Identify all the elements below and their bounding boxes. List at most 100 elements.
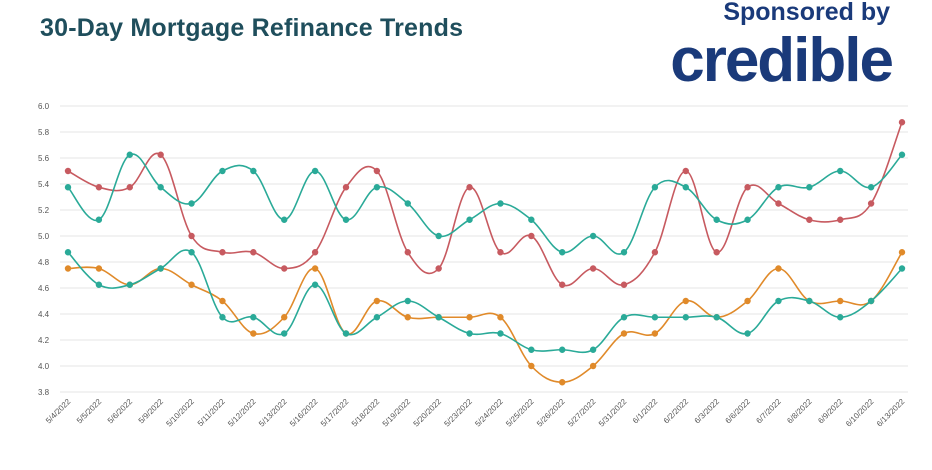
data-point — [435, 314, 442, 321]
x-tick-label: 5/20/2022 — [412, 397, 444, 429]
data-point — [64, 167, 72, 175]
x-tick-label: 6/1/2022 — [631, 397, 660, 426]
data-point — [837, 314, 844, 321]
y-tick-label: 3.8 — [38, 388, 50, 397]
y-tick-label: 4.2 — [38, 336, 50, 345]
data-point — [620, 249, 628, 256]
data-point — [898, 265, 906, 272]
series-2 — [64, 151, 906, 256]
data-point — [64, 265, 72, 272]
data-point — [435, 265, 442, 272]
data-point — [497, 249, 504, 256]
x-tick-label: 6/13/2022 — [875, 397, 907, 429]
data-point — [281, 216, 288, 223]
data-point — [806, 216, 813, 223]
data-point — [682, 184, 689, 191]
data-point — [497, 314, 504, 321]
data-point — [528, 216, 535, 223]
y-tick-label: 4.6 — [38, 284, 50, 293]
x-tick-label: 5/5/2022 — [75, 397, 104, 426]
data-point — [435, 232, 442, 240]
grid-lines — [60, 105, 908, 393]
data-point — [744, 297, 751, 305]
data-point — [589, 265, 597, 272]
data-point — [589, 232, 597, 240]
data-point — [837, 297, 844, 305]
data-point — [466, 314, 473, 321]
data-point — [898, 151, 906, 158]
data-point — [311, 167, 319, 175]
x-tick-label: 5/4/2022 — [44, 397, 73, 426]
data-point — [589, 346, 597, 353]
data-point — [713, 249, 720, 256]
y-axis-ticks: 6.0 5.8 5.6 5.4 5.2 5.0 4.8 4.6 4.4 4.2 4.0 3.8 — [38, 102, 50, 397]
x-tick-label: 5/25/2022 — [504, 397, 536, 429]
data-point — [404, 249, 411, 256]
data-point — [837, 216, 844, 223]
data-point — [744, 216, 751, 223]
series-line — [67, 251, 903, 384]
x-tick-label: 6/9/2022 — [816, 397, 845, 426]
data-point — [559, 249, 566, 256]
data-point — [188, 281, 195, 288]
data-point — [157, 184, 164, 191]
series-1 — [64, 119, 906, 288]
data-point — [651, 330, 659, 337]
y-tick-label: 5.8 — [38, 128, 50, 137]
data-point — [775, 265, 782, 272]
data-point — [250, 249, 257, 256]
data-point — [528, 362, 535, 370]
data-point — [744, 330, 751, 337]
data-point — [867, 184, 875, 191]
data-point — [219, 314, 226, 321]
data-point — [898, 119, 906, 126]
data-point — [528, 346, 535, 353]
data-point — [373, 184, 381, 191]
data-point — [682, 297, 689, 305]
data-point — [219, 167, 226, 175]
data-point — [466, 330, 473, 337]
data-point — [744, 184, 751, 191]
data-point — [157, 265, 164, 272]
data-point — [250, 167, 257, 175]
data-point — [651, 184, 659, 191]
chart-title: 30-Day Mortgage Refinance Trends — [40, 14, 464, 42]
x-tick-label: 5/19/2022 — [381, 397, 413, 429]
sponsor-logo: credible — [670, 26, 894, 95]
data-point — [188, 200, 195, 207]
data-point — [559, 346, 566, 353]
data-point — [126, 151, 133, 158]
data-point — [250, 314, 257, 321]
data-point — [281, 265, 288, 272]
data-point — [95, 216, 103, 223]
series-line — [67, 249, 903, 354]
y-tick-label: 5.0 — [38, 232, 50, 241]
data-point — [867, 297, 875, 305]
data-point — [219, 249, 226, 256]
data-point — [713, 216, 720, 223]
data-point — [64, 184, 72, 191]
data-point — [867, 200, 875, 207]
data-point — [373, 297, 381, 305]
x-tick-label: 5/11/2022 — [196, 397, 227, 428]
y-tick-label: 5.6 — [38, 154, 50, 163]
data-point — [95, 281, 103, 288]
data-point — [95, 265, 103, 272]
data-point — [126, 184, 133, 191]
x-tick-label: 5/12/2022 — [226, 397, 258, 429]
y-tick-label: 4.8 — [38, 258, 50, 267]
data-point — [497, 330, 504, 337]
series-4 — [64, 249, 906, 354]
data-point — [466, 184, 473, 191]
x-tick-label: 5/17/2022 — [319, 397, 351, 429]
sponsor-label: Sponsored by — [723, 0, 890, 26]
data-point — [837, 167, 844, 175]
data-point — [682, 167, 689, 175]
data-point — [281, 330, 288, 337]
series-line — [67, 121, 903, 287]
data-point — [250, 330, 257, 337]
x-tick-label: 6/2/2022 — [662, 397, 691, 426]
data-point — [342, 216, 350, 223]
data-point — [311, 249, 319, 256]
